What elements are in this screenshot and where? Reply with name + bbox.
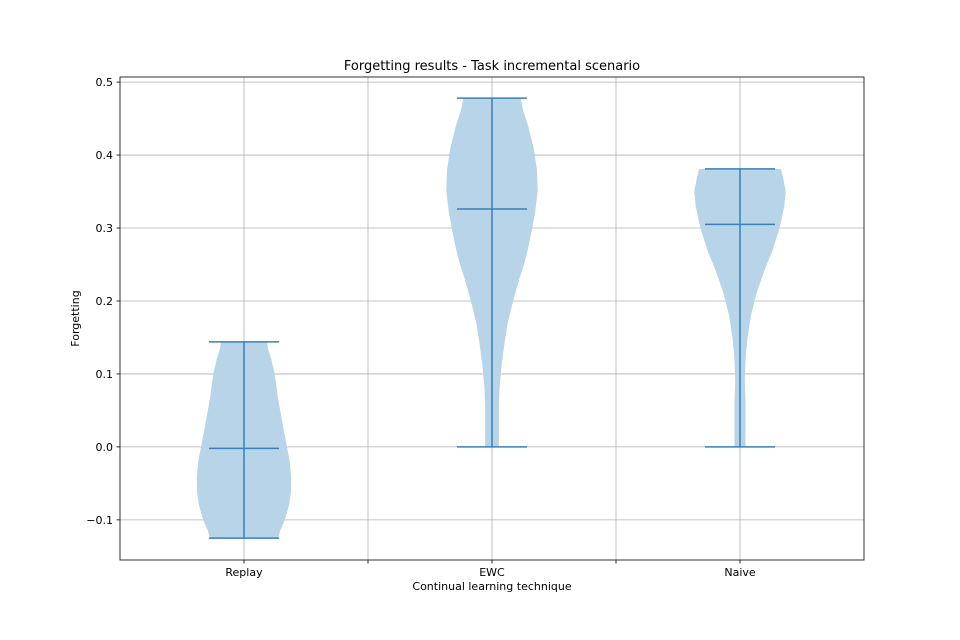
x-tick-label: Naive bbox=[724, 566, 756, 579]
y-axis-label: Forgetting bbox=[69, 290, 82, 346]
y-tick-label: 0.3 bbox=[96, 222, 114, 235]
y-tick-label: −0.1 bbox=[86, 514, 113, 527]
x-tick-label: EWC bbox=[479, 566, 505, 579]
violins bbox=[196, 97, 786, 539]
y-tick-label: 0.1 bbox=[96, 368, 114, 381]
axis-ticks: −0.1 0.0 0.1 0.2 0.3 0.4 0.5 Replay EWC Naive bbox=[86, 76, 756, 579]
y-tick-label: 0.2 bbox=[96, 295, 114, 308]
x-tick-label: Replay bbox=[225, 566, 263, 579]
y-tick-label: 0.0 bbox=[96, 441, 114, 454]
chart-title: Forgetting results - Task incremental sc… bbox=[344, 59, 640, 74]
y-tick-label: 0.5 bbox=[96, 76, 114, 89]
x-axis-label: Continual learning technique bbox=[412, 580, 571, 593]
y-tick-label: 0.4 bbox=[96, 149, 114, 162]
